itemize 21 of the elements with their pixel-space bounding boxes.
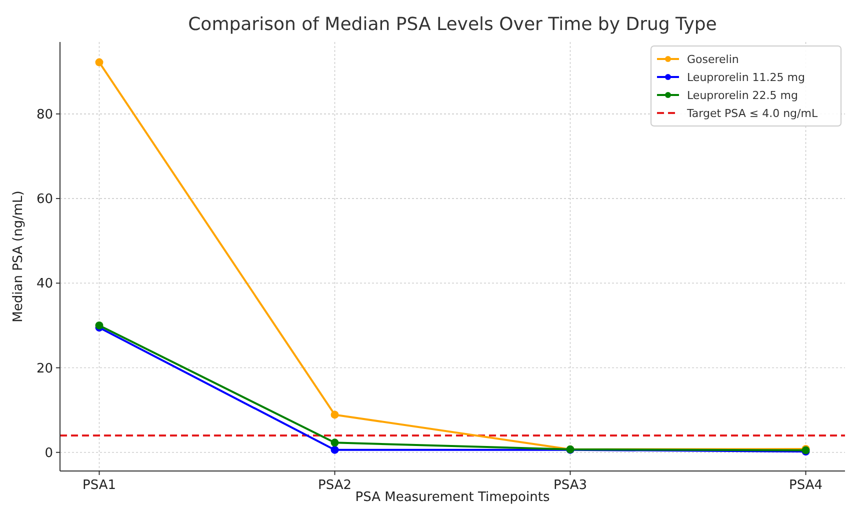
legend-label: Leuprorelin 22.5 mg [687,88,798,102]
x-tick-label: PSA3 [554,478,587,493]
x-tick-label: PSA1 [82,478,116,493]
x-tick-label: PSA2 [318,478,352,493]
y-tick-label: 60 [36,192,53,208]
legend-label: Target PSA ≤ 4.0 ng/mL [686,106,818,120]
point [95,321,104,330]
point [330,438,339,447]
y-tick-label: 40 [36,276,53,292]
y-tick-label: 0 [44,446,53,461]
point [95,58,104,66]
y-tick-label: 20 [36,361,53,376]
point [330,446,339,454]
legend-label: Goserelin [687,52,739,66]
chart-title: Comparison of Median PSA Levels Over Time by Drug Type [188,14,717,35]
x-axis-title: PSA Measurement Timepoints [355,490,550,505]
legend-label: Leuprorelin 11.25 mg [687,70,805,84]
y-tick-label: 80 [36,107,53,122]
point [330,410,339,419]
y-axis-title: Median PSA (ng/mL) [11,190,26,322]
x-tick-label: PSA4 [789,478,822,493]
